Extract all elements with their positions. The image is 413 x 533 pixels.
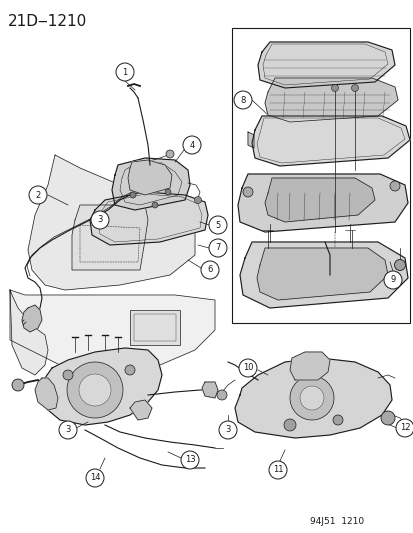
Text: 7: 7 bbox=[215, 244, 220, 253]
Circle shape bbox=[180, 451, 199, 469]
Polygon shape bbox=[264, 178, 374, 222]
Circle shape bbox=[238, 359, 256, 377]
Polygon shape bbox=[42, 348, 161, 425]
Polygon shape bbox=[264, 78, 397, 122]
Circle shape bbox=[165, 189, 171, 195]
Text: 6: 6 bbox=[207, 265, 212, 274]
Circle shape bbox=[331, 85, 338, 92]
Text: 13: 13 bbox=[184, 456, 195, 464]
Circle shape bbox=[29, 186, 47, 204]
Circle shape bbox=[201, 261, 218, 279]
Text: 3: 3 bbox=[97, 215, 102, 224]
Text: 3: 3 bbox=[65, 425, 71, 434]
Polygon shape bbox=[130, 400, 152, 420]
Polygon shape bbox=[235, 358, 391, 438]
Polygon shape bbox=[35, 378, 58, 410]
Circle shape bbox=[380, 411, 394, 425]
Polygon shape bbox=[252, 116, 409, 166]
Text: 21D‒1210: 21D‒1210 bbox=[8, 14, 87, 29]
Polygon shape bbox=[128, 160, 171, 195]
Circle shape bbox=[166, 150, 173, 158]
Circle shape bbox=[389, 181, 399, 191]
Circle shape bbox=[209, 216, 226, 234]
Circle shape bbox=[125, 365, 135, 375]
Text: 5: 5 bbox=[215, 221, 220, 230]
Text: 8: 8 bbox=[240, 95, 245, 104]
Circle shape bbox=[218, 421, 236, 439]
Text: 9: 9 bbox=[389, 276, 395, 285]
Circle shape bbox=[289, 376, 333, 420]
Bar bbox=[134, 314, 176, 341]
Circle shape bbox=[394, 260, 404, 271]
Circle shape bbox=[79, 374, 111, 406]
Text: 14: 14 bbox=[90, 473, 100, 482]
Polygon shape bbox=[289, 352, 329, 380]
Text: 11: 11 bbox=[272, 465, 282, 474]
Circle shape bbox=[233, 91, 252, 109]
Polygon shape bbox=[22, 305, 42, 332]
Circle shape bbox=[299, 386, 323, 410]
Circle shape bbox=[194, 197, 201, 204]
Text: 2: 2 bbox=[35, 190, 40, 199]
Text: 12: 12 bbox=[399, 424, 409, 432]
Circle shape bbox=[116, 63, 134, 81]
Polygon shape bbox=[90, 192, 207, 245]
Polygon shape bbox=[202, 382, 218, 398]
Polygon shape bbox=[256, 248, 387, 300]
Circle shape bbox=[268, 461, 286, 479]
Polygon shape bbox=[240, 242, 407, 308]
Circle shape bbox=[91, 211, 109, 229]
Text: 1: 1 bbox=[122, 68, 127, 77]
Polygon shape bbox=[72, 205, 147, 270]
Circle shape bbox=[59, 421, 77, 439]
Polygon shape bbox=[10, 290, 214, 375]
Text: 4: 4 bbox=[189, 141, 194, 149]
Circle shape bbox=[242, 187, 252, 197]
Circle shape bbox=[152, 202, 158, 208]
Circle shape bbox=[209, 239, 226, 257]
Polygon shape bbox=[10, 290, 48, 375]
Text: 94J51  1210: 94J51 1210 bbox=[309, 517, 363, 526]
Circle shape bbox=[395, 419, 413, 437]
Circle shape bbox=[283, 419, 295, 431]
Circle shape bbox=[216, 390, 226, 400]
Circle shape bbox=[130, 192, 136, 198]
Circle shape bbox=[67, 362, 123, 418]
Circle shape bbox=[183, 136, 201, 154]
Circle shape bbox=[86, 469, 104, 487]
Polygon shape bbox=[257, 42, 394, 88]
Bar bbox=[130, 310, 180, 345]
Polygon shape bbox=[28, 155, 195, 290]
Text: 10: 10 bbox=[242, 364, 253, 373]
Polygon shape bbox=[112, 158, 190, 210]
Text: 3: 3 bbox=[225, 425, 230, 434]
Circle shape bbox=[12, 379, 24, 391]
Polygon shape bbox=[247, 132, 254, 148]
Circle shape bbox=[63, 370, 73, 380]
Bar bbox=[231, 28, 409, 323]
Polygon shape bbox=[237, 174, 407, 232]
Circle shape bbox=[351, 85, 358, 92]
Circle shape bbox=[383, 271, 401, 289]
Circle shape bbox=[332, 415, 342, 425]
